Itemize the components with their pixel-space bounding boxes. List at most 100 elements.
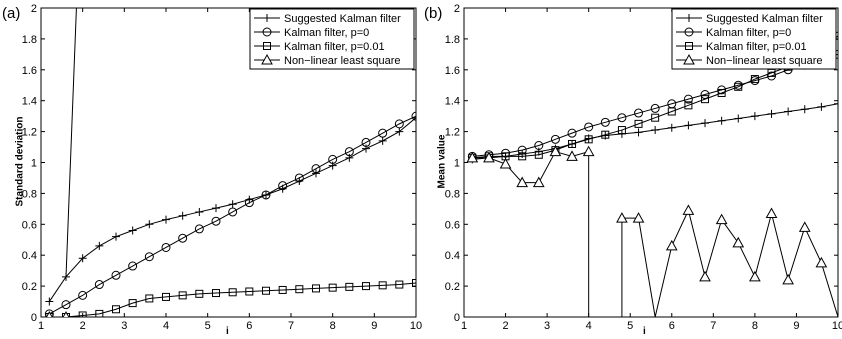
legend-label: Kalman filter, p=0.01	[284, 41, 385, 53]
legend-label: Kalman filter, p=0.01	[706, 41, 807, 53]
series-plus-point	[717, 116, 726, 125]
series-triangle-point	[682, 204, 695, 215]
series-square-point	[362, 282, 370, 291]
y-tick-label: 0	[31, 312, 37, 324]
series-square-point	[262, 286, 270, 295]
data-layer	[466, 31, 838, 317]
legend-a: Suggested Kalman filter Kalman filter, p=…	[249, 8, 415, 70]
series-circle-point	[161, 242, 171, 252]
legend-marker-square	[685, 42, 693, 50]
series-plus-point	[395, 127, 404, 136]
panel-b-ylabel: Mean value	[436, 134, 448, 189]
series-plus-point	[228, 200, 237, 209]
legend-box	[671, 8, 837, 70]
series-plus-point	[378, 136, 387, 145]
y-tick-label: 1.6	[445, 65, 460, 77]
series-square	[45, 279, 416, 317]
x-tick-label: 6	[246, 320, 252, 332]
series-plus-point	[62, 272, 70, 281]
series-circle-point	[584, 122, 594, 132]
series-square-point	[617, 126, 626, 135]
series-plus-point	[701, 119, 710, 128]
x-tick-label: 3	[544, 320, 550, 332]
x-tick-label: 7	[710, 320, 716, 332]
series-plus-point	[212, 204, 220, 213]
series-triangle-point	[782, 273, 794, 285]
series-triangle-point	[616, 212, 628, 223]
series-square-point	[195, 289, 204, 298]
legend-label: Non−linear least square	[706, 55, 823, 67]
legend-label: Suggested Kalman filter	[706, 13, 823, 25]
series-triangle-point	[549, 145, 562, 157]
series-circle-point	[311, 164, 321, 174]
y-tick-label: 0.8	[22, 188, 37, 200]
series-plus-point	[95, 241, 104, 250]
series-triangle	[45, 310, 70, 317]
series-circle-point	[683, 94, 693, 104]
series-plus-point	[667, 123, 676, 132]
series-circle-point	[534, 141, 544, 151]
series-circle-point	[567, 128, 577, 138]
x-tick-label: 9	[371, 320, 377, 332]
series-circle-line	[472, 53, 838, 157]
series-circle-point	[211, 216, 221, 226]
series-circle-point	[411, 111, 416, 121]
y-tick-label: 0.6	[445, 219, 460, 231]
series-triangle-line	[472, 151, 838, 317]
x-tick-label: 1	[38, 320, 44, 332]
series-circle-point	[294, 173, 304, 183]
x-tick-label: 5	[205, 320, 211, 332]
legend-label: Kalman filter, p=0	[284, 27, 369, 39]
data-layer	[44, 8, 416, 317]
series-circle-point	[194, 224, 204, 234]
x-tick-label: 5	[627, 320, 633, 332]
series-triangle-point	[62, 310, 70, 317]
legend-b: Suggested Kalman filter Kalman filter, p=…	[671, 8, 837, 70]
series-square-point	[228, 288, 237, 297]
series-triangle-point	[665, 239, 678, 251]
series-circle-point	[361, 137, 371, 147]
series-square-point	[750, 75, 759, 84]
x-tick-label: 9	[793, 320, 799, 332]
x-tick-label: 4	[586, 320, 592, 332]
series-circle-point	[244, 198, 254, 208]
legend-marker-plus	[685, 14, 693, 22]
series-square-line	[472, 35, 838, 159]
series-circle-point	[634, 108, 644, 118]
series-square-point	[95, 309, 104, 317]
series-square-point	[584, 135, 593, 144]
series-square-point	[534, 150, 543, 159]
series-plus-point	[684, 121, 693, 130]
panel-a-ylabel: Standard deviation	[14, 116, 26, 207]
series-circle-point	[550, 134, 560, 144]
series-circle-point	[178, 233, 188, 243]
series-plus-point	[145, 220, 154, 229]
series-circle-point	[378, 128, 388, 138]
legend-marker-plus	[263, 14, 271, 22]
series-square-point	[568, 139, 577, 148]
series-circle-point	[228, 207, 238, 217]
series-plus-point	[162, 215, 170, 224]
x-tick-label: 6	[669, 320, 675, 332]
y-tick-label: 1.6	[22, 65, 37, 77]
series-square-point	[162, 292, 170, 301]
series-circle-point	[600, 117, 610, 127]
series-circle-point	[617, 113, 627, 123]
legend-marker-circle	[684, 27, 694, 37]
series-circle-point	[344, 147, 354, 157]
series-square-point	[684, 101, 693, 110]
series-plus-point	[784, 107, 793, 116]
series-triangle-point	[632, 212, 645, 223]
x-tick-label: 10	[832, 320, 842, 332]
series-triangle-point	[499, 158, 512, 169]
y-tick-label: 0.4	[445, 250, 460, 262]
y-tick-label: 0	[454, 312, 460, 324]
series-triangle-point	[516, 176, 529, 188]
x-tick-label: 8	[752, 320, 758, 332]
series-square-point	[651, 113, 660, 122]
legend-marker-square	[263, 42, 271, 50]
x-tick-label: 3	[121, 320, 127, 332]
series-circle-point	[517, 145, 527, 155]
panel-a: 1 2 3 4 5 6 7 8 9 10 0 0.2 0.4 0.6 0.8 1 1.2 1.4 1.6 1.8 2 Su…	[22, 3, 422, 332]
legend-marker-triangle	[261, 53, 273, 65]
